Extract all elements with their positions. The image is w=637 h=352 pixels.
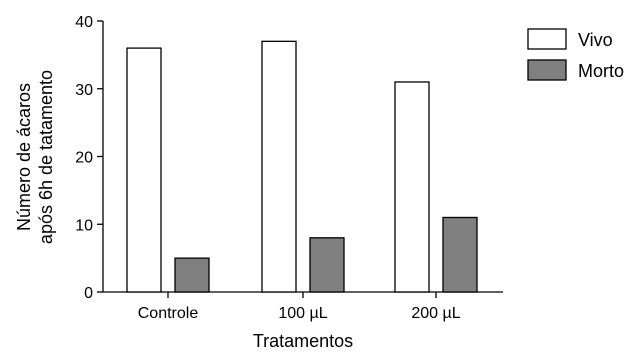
bar-vivo-1 <box>261 40 297 293</box>
y-axis-title: Número de ácaros após 6h de tatamento <box>14 70 56 244</box>
legend-swatch-vivo <box>527 28 567 50</box>
x-tick-label: Controle <box>138 305 199 322</box>
x-tick-label: 200 µL <box>411 305 460 322</box>
y-axis-title-line-2: após 6h de tatamento <box>36 70 56 244</box>
y-tick-label: 40 <box>75 14 93 31</box>
legend-swatch-morto <box>527 59 567 81</box>
legend-label-vivo: Vivo <box>578 30 613 50</box>
bar-vivo-2 <box>394 81 430 293</box>
bar-morto-1 <box>309 237 345 293</box>
y-tick-label: 10 <box>75 217 93 234</box>
bar-morto-0 <box>174 257 210 293</box>
bar-morto-2 <box>442 216 478 293</box>
bar-vivo-0 <box>126 47 162 293</box>
bars <box>126 40 478 293</box>
x-axis-title: Tratamentos <box>253 331 353 351</box>
y-tick-label: 20 <box>75 150 93 167</box>
y-tick-label: 0 <box>84 285 93 302</box>
y-axis-title-line-1: Número de ácaros <box>14 83 34 231</box>
x-tick-label: 100 µL <box>278 305 327 322</box>
legend-label-morto: Morto <box>578 61 624 81</box>
y-tick-label: 30 <box>75 82 93 99</box>
legend: Vivo Morto <box>527 28 624 81</box>
axes: 0 10 20 30 40 Controle 100 µL 200 µL <box>75 14 503 322</box>
